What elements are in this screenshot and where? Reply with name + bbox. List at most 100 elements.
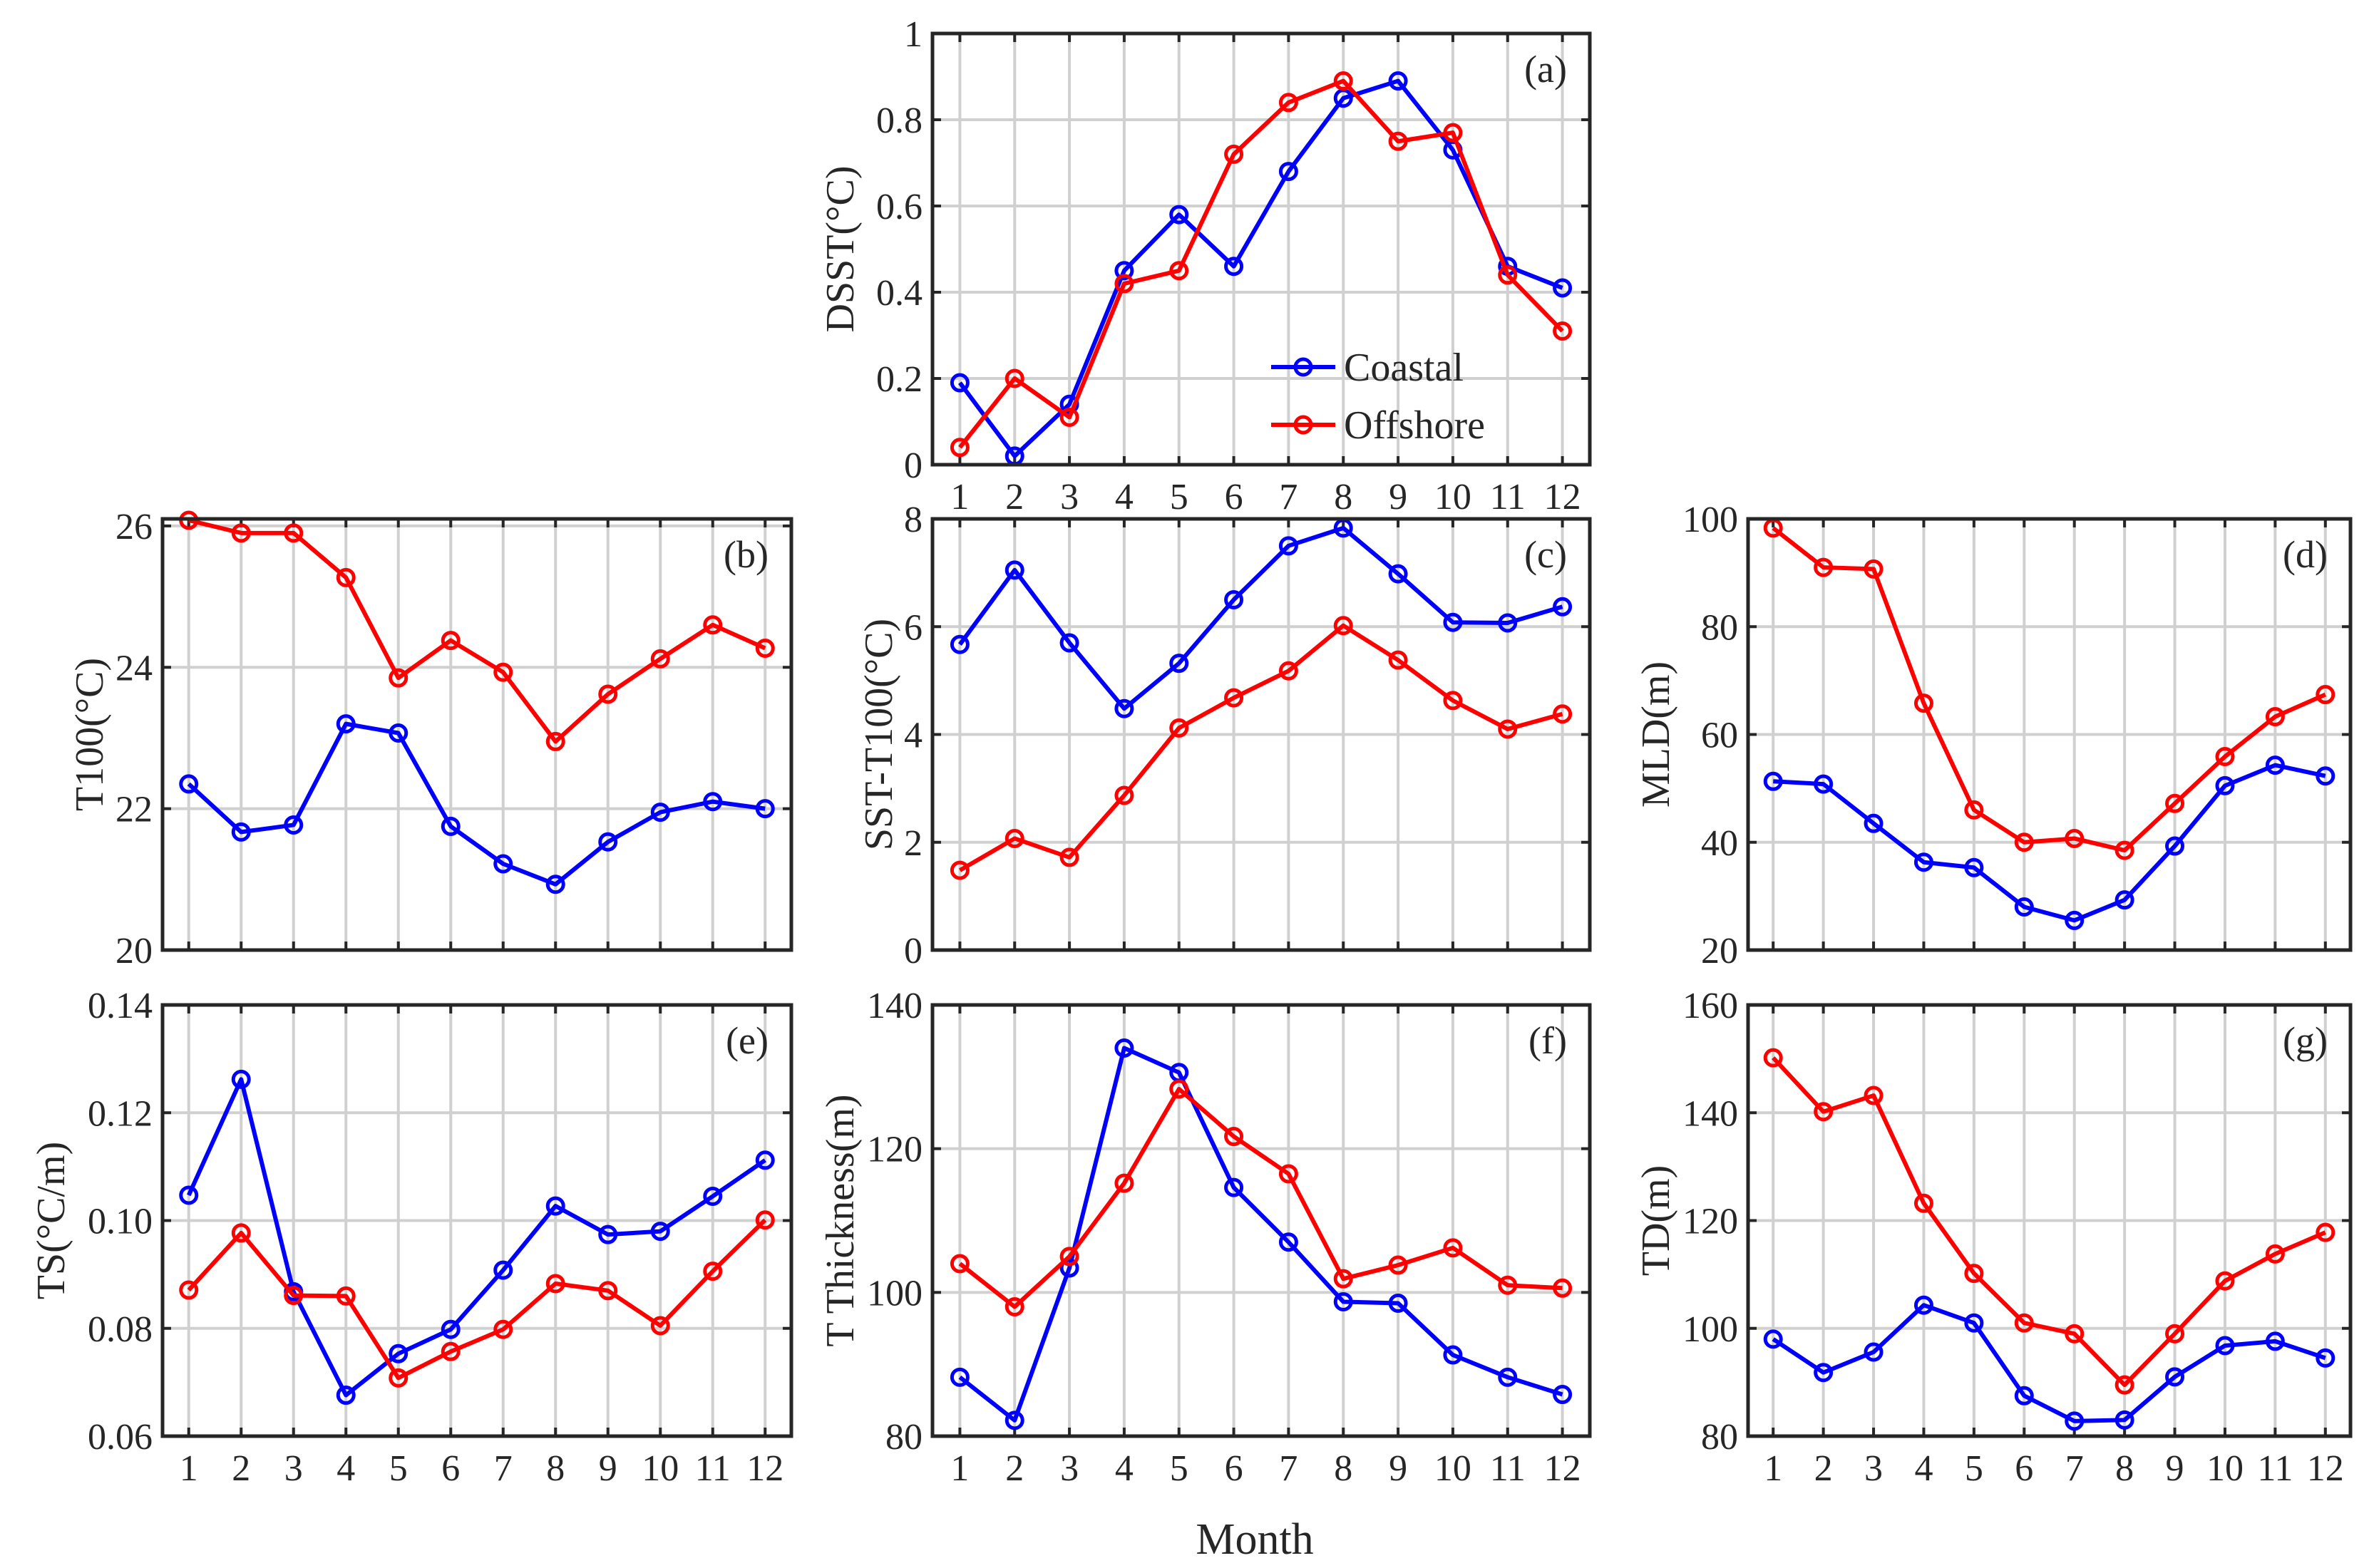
data-point-offshore (441, 631, 461, 651)
x-tick-label: 9 (1389, 477, 1407, 517)
data-point-coastal (1114, 698, 1134, 718)
data-point-offshore (231, 523, 251, 543)
series-line-coastal (187, 1077, 766, 1398)
data-point-offshore (1224, 688, 1244, 708)
data-point-offshore (650, 1316, 670, 1336)
x-tick-label: 9 (1389, 1448, 1407, 1489)
data-point-coastal (1388, 1293, 1408, 1313)
y-tick-label: 24 (115, 648, 153, 688)
y-tick-label: 140 (867, 986, 923, 1026)
data-point-coastal (1059, 1258, 1079, 1278)
data-point-offshore (703, 1262, 723, 1281)
data-point-coastal (650, 1222, 670, 1242)
y-tick-label: 100 (1682, 500, 1738, 540)
x-tick-label: 6 (1225, 477, 1243, 517)
data-point-offshore (1114, 274, 1134, 294)
data-point-offshore (1763, 1048, 1783, 1068)
y-tick-label: 0 (904, 931, 923, 971)
data-point-offshore (1114, 1173, 1134, 1193)
data-point-offshore (1864, 559, 1884, 579)
data-point-coastal (2065, 1411, 2085, 1431)
data-point-offshore (1278, 93, 1298, 113)
data-point-coastal (1913, 1295, 1933, 1315)
x-tick-label: 10 (1434, 477, 1471, 517)
data-point-coastal (1224, 257, 1244, 277)
data-point-coastal (1443, 612, 1463, 632)
data-point-offshore (2316, 685, 2336, 705)
y-tick-label: 0.08 (88, 1309, 153, 1350)
y-axis-label: TD(m) (1634, 1165, 1678, 1276)
x-tick-label: 4 (1115, 477, 1134, 517)
y-tick-label: 0.6 (876, 187, 923, 227)
data-point-offshore (493, 1319, 513, 1339)
x-tick-label: 2 (232, 1448, 250, 1489)
data-point-coastal (1114, 1038, 1134, 1058)
y-tick-label: 60 (1701, 716, 1738, 756)
data-point-coastal (1388, 71, 1408, 91)
data-point-coastal (2014, 1386, 2034, 1405)
data-point-offshore (650, 649, 670, 669)
data-point-coastal (1004, 560, 1024, 580)
data-point-offshore (284, 1286, 304, 1306)
data-point-coastal (389, 723, 408, 743)
data-point-offshore (2065, 828, 2085, 848)
x-tick-label: 11 (2257, 1448, 2293, 1489)
data-point-offshore (1169, 1079, 1189, 1099)
x-tick-label: 4 (1914, 1448, 1933, 1489)
panel-label: (g) (2283, 1019, 2328, 1062)
data-point-offshore (1169, 718, 1189, 738)
y-axis-label: TS(°C/m) (29, 1142, 73, 1300)
y-axis-label: T100(°C) (68, 658, 112, 811)
data-point-offshore (598, 684, 618, 704)
data-point-coastal (1913, 852, 1933, 872)
y-tick-label: 0.12 (88, 1093, 153, 1134)
data-point-coastal (284, 815, 304, 835)
data-point-coastal (1763, 771, 1783, 791)
series-line-offshore (187, 1218, 767, 1381)
data-point-coastal (598, 832, 618, 852)
panels-group: 1 2 3 4 5 6 7 8 9 10 11 1200.20.40.60.81DSST(°C)(a)… (29, 14, 2353, 1489)
panel-label: (e) (726, 1019, 769, 1062)
panel-label: (a) (1524, 48, 1567, 91)
data-point-offshore (2265, 1244, 2285, 1264)
data-point-coastal (493, 854, 513, 874)
y-axis-label: SST-T100(°C) (857, 619, 901, 850)
data-point-offshore (284, 523, 304, 543)
data-point-coastal (1169, 205, 1189, 225)
data-point-coastal (1964, 1313, 1984, 1333)
data-point-offshore (336, 1286, 356, 1306)
x-tick-label: 8 (2115, 1448, 2134, 1489)
data-point-offshore (755, 1210, 775, 1230)
y-tick-label: 40 (1701, 823, 1738, 864)
data-point-coastal (703, 792, 723, 812)
x-tick-label: 8 (1334, 1448, 1352, 1489)
x-tick-label: 4 (1115, 1448, 1134, 1489)
data-point-coastal (2114, 1410, 2134, 1430)
data-point-coastal (389, 1343, 408, 1363)
data-point-coastal (950, 634, 970, 654)
data-point-coastal (1498, 613, 1518, 633)
data-point-offshore (2014, 832, 2034, 852)
data-point-coastal (2265, 755, 2285, 775)
data-point-coastal (1864, 813, 1884, 833)
legend-marker-coastal (1293, 357, 1313, 377)
data-point-coastal (1443, 1345, 1463, 1365)
data-point-offshore (1224, 144, 1244, 164)
y-tick-label: 120 (1682, 1202, 1738, 1242)
axes-box (160, 1003, 793, 1438)
data-point-coastal (1004, 1410, 1024, 1430)
x-tick-label: 3 (1060, 477, 1079, 517)
panel-c: 0 2 4 6 8 SST-T100(°C) (c) (857, 500, 1592, 971)
x-tick-label: 5 (389, 1448, 408, 1489)
data-point-offshore (703, 615, 723, 635)
data-point-coastal (545, 875, 565, 894)
x-tick-label: 9 (2166, 1448, 2184, 1489)
y-tick-label: 20 (115, 931, 153, 971)
data-point-offshore (1553, 1278, 1573, 1298)
data-point-offshore (2114, 1375, 2134, 1395)
data-point-coastal (1333, 1291, 1353, 1311)
data-point-offshore (1443, 123, 1463, 143)
data-point-coastal (1278, 536, 1298, 556)
data-point-offshore (179, 1280, 199, 1300)
